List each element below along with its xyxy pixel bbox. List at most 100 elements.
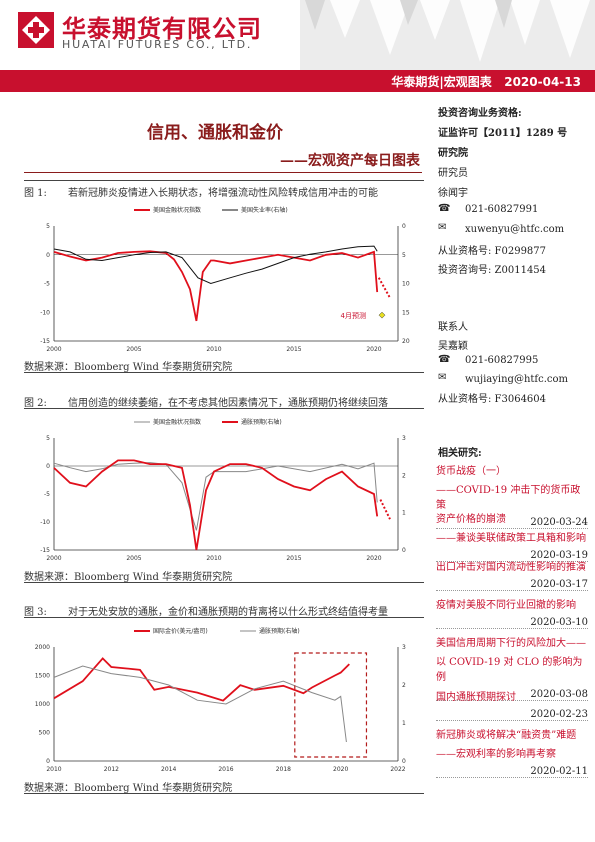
y-tick-label: 0 [46, 252, 50, 259]
figure-2-chart: 2000 2005 2010 2015 2020 5 0 -5 -10 -15 0 1 2 3 美国金融状况… [40, 418, 406, 562]
series-line [53, 657, 350, 702]
figure-divider [24, 617, 424, 618]
contact-email[interactable]: wujiaying@htfc.com [465, 374, 568, 385]
series-line [53, 459, 379, 551]
series-line [53, 462, 378, 531]
page-header: 华泰期货有限公司 HUATAI FUTURES CO., LTD. [0, 0, 595, 70]
y2-tick-label: 2 [402, 682, 406, 689]
y-tick-label: 500 [39, 730, 51, 737]
related-item-title: 货币战疫（一） [436, 466, 506, 477]
series-line [53, 665, 347, 743]
analyst-phone: 021-60827991 [465, 204, 539, 215]
mail-icon: ✉ [438, 222, 447, 233]
forecast-marker [378, 311, 386, 319]
related-item-subtitle: 以 COVID-19 对 CLO 的影响为例 [436, 657, 583, 683]
related-item-subtitle: ——兼谈美联储政策工具箱和影响 [436, 533, 586, 544]
related-item[interactable]: 新冠肺炎或将解决“融资贵”难题 ——宏观利率的影响再考察 2020-02-11 [436, 726, 588, 778]
x-tick-label: 2020 [366, 555, 381, 562]
related-item[interactable]: 出口冲击对国内流动性影响的推演 2020-03-17 [436, 558, 588, 591]
y-tick-label: -15 [40, 338, 50, 345]
figure-divider [24, 408, 424, 409]
figure-2-label: 图 2: [24, 398, 47, 409]
y-tick-label: 5 [46, 223, 50, 230]
y-tick-label: -5 [44, 491, 50, 498]
related-item-title: 资产价格的崩溃 [436, 514, 506, 525]
related-title: 相关研究: [438, 448, 482, 459]
figure-3-source: 数据来源：Bloomberg Wind 华泰期货研究院 [24, 783, 233, 794]
forecast-arrow [377, 277, 391, 299]
related-item-date: 2020-02-11 [436, 766, 588, 778]
header-decoration [300, 0, 595, 70]
related-item-title: 美国信用周期下行的风险加大—— [436, 638, 586, 649]
legend-label: 美国失业率(右轴) [241, 206, 288, 214]
y2-tick-label: 0 [402, 223, 406, 230]
y2-tick-label: 5 [402, 252, 406, 259]
x-tick-label: 2018 [276, 766, 291, 773]
related-item[interactable]: 美国信用周期下行的风险加大—— 以 COVID-19 对 CLO 的影响为例 202… [436, 634, 588, 701]
related-item[interactable]: 货币战疫（一） ——COVID-19 冲击下的货币政策 2020-03-24 [436, 462, 588, 529]
y-tick-label: 0 [46, 463, 50, 470]
y-tick-label: -5 [44, 281, 50, 288]
x-tick-label: 2016 [218, 766, 233, 773]
y2-tick-label: 1 [402, 510, 406, 517]
header-bar-text: 华泰期货|宏观图表 2020-04-13 [391, 75, 581, 89]
y2-tick-label: 0 [402, 758, 406, 765]
y2-tick-label: 0 [402, 547, 406, 554]
related-item-date: 2020-03-24 [436, 517, 588, 529]
forecast-arrow [379, 499, 391, 520]
figure-1-chart: 2000 2005 2010 2015 2020 5 0 -5 -10 -15 0 5 10 15 20 美国… [40, 206, 410, 353]
y-tick-label: 2000 [35, 644, 50, 651]
document-title: 信用、通胀和金价 [147, 123, 283, 143]
figure-divider [24, 180, 424, 181]
legend-label: 美国金融状况指数 [153, 418, 201, 426]
analyst-invest-cert: 投资咨询号: Z0011454 [438, 265, 547, 276]
legend-label: 通胀预期(右轴) [241, 418, 282, 426]
x-tick-label: 2020 [366, 346, 381, 353]
analyst-cert: 从业资格号: F0299877 [438, 246, 547, 257]
forecast-label: 4月预测 [341, 311, 366, 320]
x-tick-label: 2000 [46, 346, 61, 353]
related-item[interactable]: 资产价格的崩溃 ——兼谈美联储政策工具箱和影响 2020-03-19 [436, 510, 588, 562]
figure-3-label: 图 3: [24, 607, 47, 618]
related-item[interactable]: 国内通胀预期探讨 2020-02-23 [436, 688, 588, 721]
figure-divider [24, 372, 424, 373]
y-tick-label: 0 [46, 758, 50, 765]
y2-tick-label: 20 [402, 338, 410, 345]
y2-tick-label: 1 [402, 720, 406, 727]
y2-tick-label: 3 [402, 644, 406, 651]
header-red-bar [0, 70, 595, 92]
role-label: 研究员 [438, 168, 468, 179]
related-item-date: 2020-03-08 [436, 689, 588, 701]
x-tick-label: 2015 [286, 555, 301, 562]
x-tick-label: 2010 [206, 346, 221, 353]
series-line [53, 250, 379, 322]
related-item-title: 疫情对美股不同行业回撤的影响 [436, 600, 576, 611]
figure-divider [24, 582, 424, 583]
legend-label: 国际金价(美元/盎司) [153, 627, 208, 635]
x-tick-label: 2014 [161, 766, 176, 773]
y-tick-label: -10 [40, 519, 50, 526]
y-tick-label: 5 [46, 435, 50, 442]
related-item-date: 2020-02-23 [436, 709, 588, 721]
related-item-title: 出口冲击对国内流动性影响的推演 [436, 562, 586, 573]
figure-2-caption: 信用创造的继续萎缩，在不考虑其他因素情况下，通胀预期仍将继续回落 [68, 398, 388, 409]
y-tick-label: 1500 [35, 673, 50, 680]
related-item-date: 2020-03-17 [436, 579, 588, 591]
company-logo-icon [18, 12, 54, 48]
related-item-title: 新冠肺炎或将解决“融资贵”难题 [436, 730, 577, 741]
x-tick-label: 2010 [206, 555, 221, 562]
x-tick-label: 2020 [333, 766, 348, 773]
contact-label: 联系人 [438, 322, 468, 333]
institute-label: 研究院 [438, 148, 468, 159]
x-tick-label: 2005 [126, 346, 141, 353]
y-tick-label: 1000 [35, 701, 50, 708]
y-tick-label: -10 [40, 309, 50, 316]
legend-label: 通胀预期(右轴) [259, 627, 300, 635]
x-tick-label: 2010 [46, 766, 61, 773]
y2-tick-label: 3 [402, 435, 406, 442]
x-tick-label: 2022 [390, 766, 405, 773]
contact-name: 吴嘉颖 [438, 341, 468, 352]
related-item[interactable]: 疫情对美股不同行业回撤的影响 2020-03-10 [436, 596, 588, 629]
figure-1-label: 图 1: [24, 188, 47, 199]
analyst-email[interactable]: xuwenyu@htfc.com [465, 224, 565, 235]
